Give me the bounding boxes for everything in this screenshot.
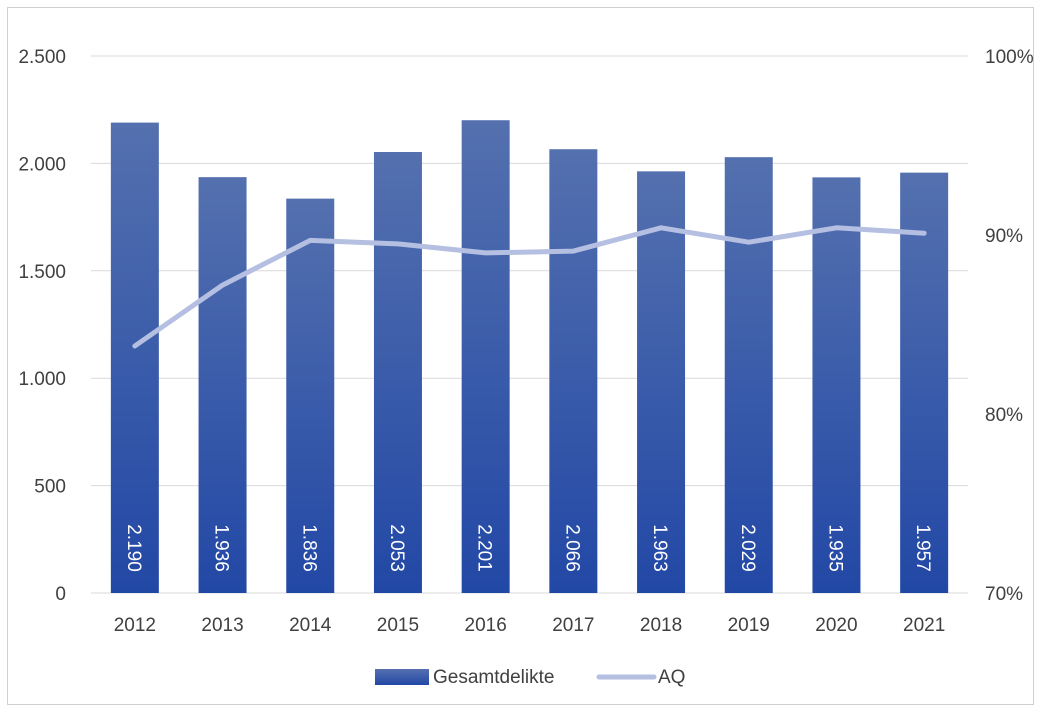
y-right-tick-label: 70% <box>985 584 1023 605</box>
x-tick-label: 2020 <box>815 615 857 636</box>
bar <box>637 171 686 593</box>
bar-data-label: 1.957 <box>912 524 933 572</box>
bar-data-label: 2.190 <box>123 524 144 572</box>
aq-line <box>132 225 927 349</box>
line-series <box>132 225 927 349</box>
x-tick-label: 2013 <box>201 615 243 636</box>
bar-data-label: 1.836 <box>298 524 319 572</box>
x-tick-label: 2015 <box>377 615 419 636</box>
x-axis-ticks: 2012 2013 2014 2015 2016 2017 2018 2019 2020 2021 <box>114 615 946 636</box>
bar-data-label: 1.935 <box>824 524 845 572</box>
bar <box>812 177 861 593</box>
x-tick-label: 2014 <box>289 615 332 636</box>
bar <box>549 149 598 593</box>
y-right-tick-label: 100% <box>985 47 1034 68</box>
legend-label-aq: AQ <box>658 667 685 688</box>
bar-data-labels: 2.190 1.936 1.836 2.053 2.201 2.066 1.963 2.029… <box>123 524 933 572</box>
chart-frame <box>7 7 1034 705</box>
x-tick-label: 2016 <box>465 615 507 636</box>
x-tick-label: 2021 <box>903 615 945 636</box>
x-tick-label: 2017 <box>552 615 594 636</box>
x-tick-label: 2018 <box>640 615 682 636</box>
y-right-tick-label: 90% <box>985 226 1023 247</box>
bar-data-label: 1.963 <box>649 524 670 572</box>
bar-data-label: 2.029 <box>737 524 758 572</box>
y-left-tick-label: 2.000 <box>18 154 66 175</box>
legend: Gesamtdelikte AQ <box>375 667 685 688</box>
bar <box>110 122 159 593</box>
bar <box>900 172 949 593</box>
y-left-tick-label: 500 <box>34 477 66 498</box>
bar-data-label: 1.936 <box>211 524 232 572</box>
y-left-tick-label: 2.500 <box>18 47 66 68</box>
x-tick-label: 2012 <box>114 615 156 636</box>
y-left-tick-label: 1.500 <box>18 262 66 283</box>
bar <box>286 198 335 593</box>
bar-data-label: 2.053 <box>386 524 407 572</box>
bar <box>198 177 247 593</box>
right-axis-ticks: 70% 80% 90% 100% <box>985 47 1034 605</box>
bar-data-label: 2.066 <box>561 524 582 572</box>
y-left-tick-label: 0 <box>55 584 66 605</box>
legend-swatch-gesamtdelikte <box>375 669 429 685</box>
bar <box>724 157 773 593</box>
bar-data-label: 2.201 <box>474 524 495 572</box>
bar <box>373 152 422 593</box>
x-tick-label: 2019 <box>728 615 770 636</box>
bar <box>461 120 510 594</box>
left-axis-ticks: 0 500 1.000 1.500 2.000 2.500 <box>18 47 66 605</box>
y-left-tick-label: 1.000 <box>18 369 66 390</box>
legend-label-gesamtdelikte: Gesamtdelikte <box>433 667 554 688</box>
y-right-tick-label: 80% <box>985 405 1023 426</box>
bar-series <box>110 120 949 594</box>
